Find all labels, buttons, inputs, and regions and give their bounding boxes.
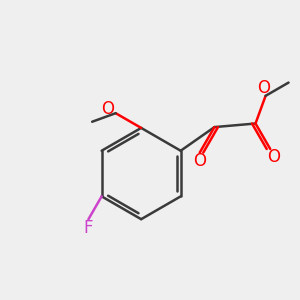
Text: O: O <box>101 100 114 118</box>
Text: O: O <box>258 79 271 97</box>
Text: F: F <box>84 219 93 237</box>
Text: O: O <box>267 148 280 166</box>
Text: O: O <box>193 152 206 170</box>
